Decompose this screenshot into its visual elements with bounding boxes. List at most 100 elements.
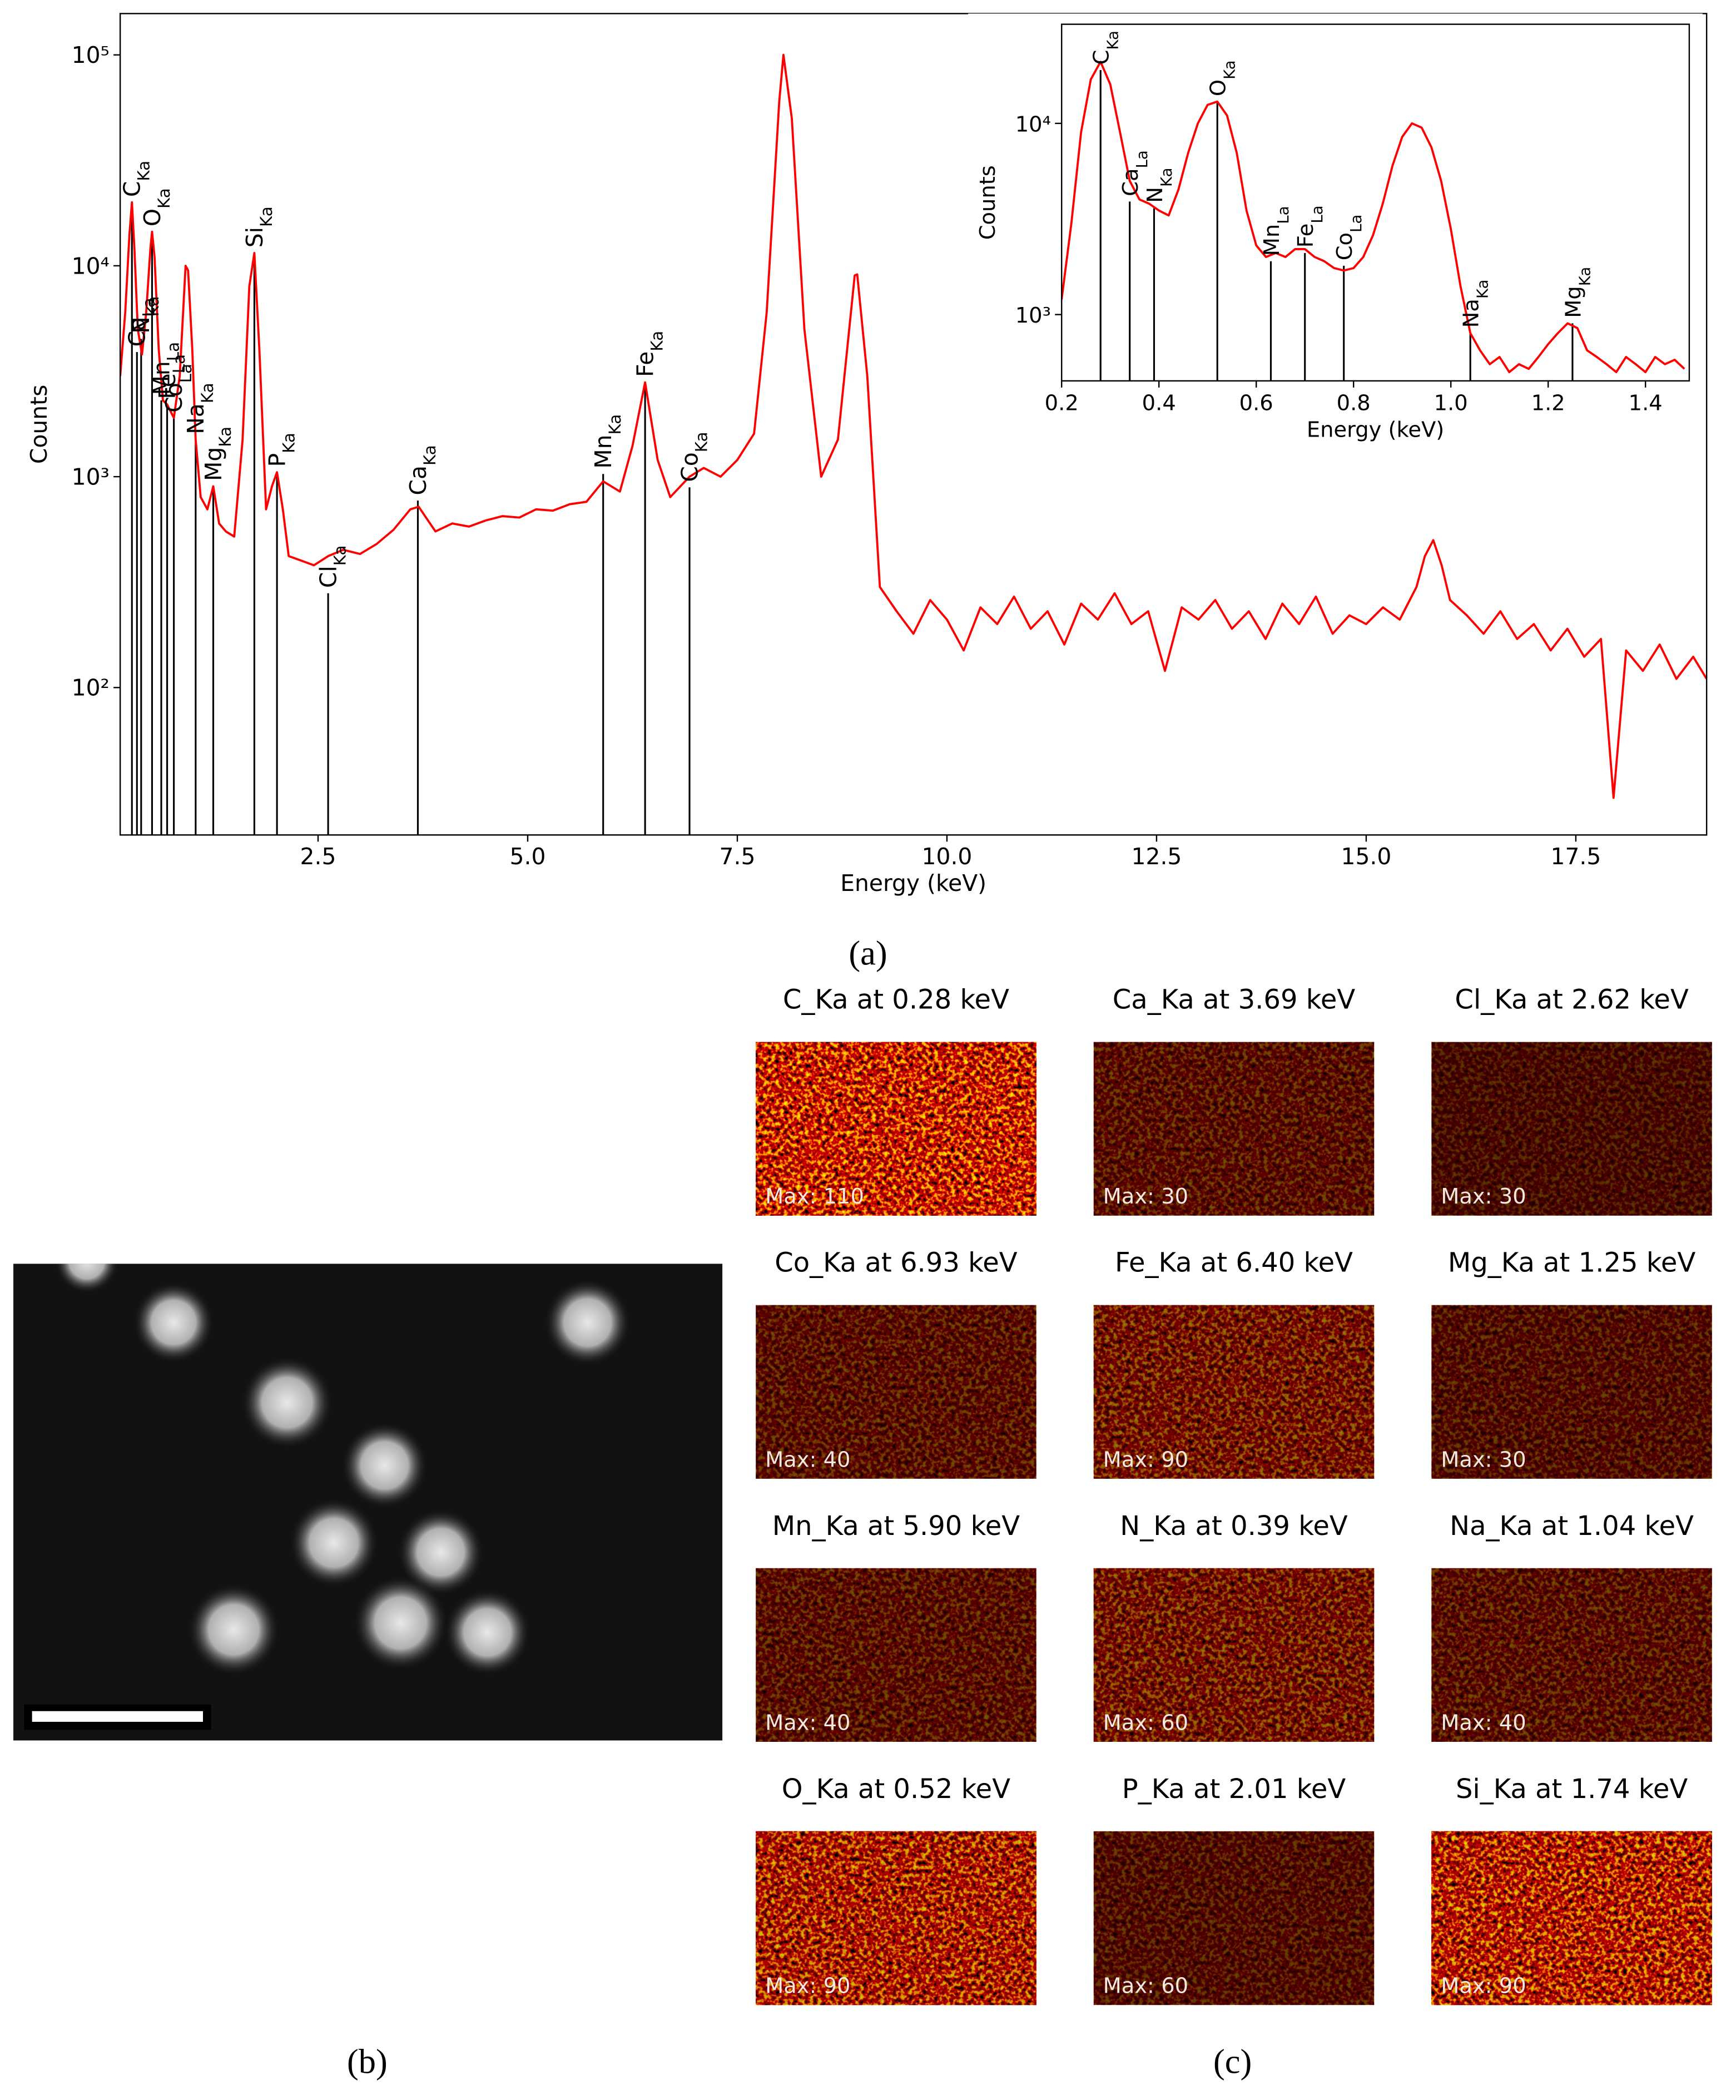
peak-label: MnLa bbox=[1259, 206, 1292, 256]
map-intensity bbox=[1431, 1305, 1712, 1479]
element-map: Mg_Ka at 1.25 keV Max: 30 bbox=[1431, 1247, 1712, 1479]
x-tick-label: 1.2 bbox=[1531, 391, 1565, 416]
map-title: N_Ka at 0.39 keV bbox=[1120, 1510, 1348, 1542]
map-intensity bbox=[756, 1568, 1036, 1742]
line-subscript: Ka bbox=[216, 427, 235, 447]
map-intensity bbox=[756, 1042, 1036, 1216]
y-tick-label: 10⁵ bbox=[72, 42, 110, 68]
line-subscript: La bbox=[1308, 205, 1326, 223]
particle-image bbox=[13, 1264, 723, 1741]
element-map: N_Ka at 0.39 keV Max: 60 bbox=[1093, 1510, 1375, 1742]
inset-background bbox=[968, 13, 1703, 453]
peak-label: OKa bbox=[139, 188, 173, 226]
element-symbol: Fe bbox=[1293, 224, 1318, 248]
x-tick-label: 5.0 bbox=[510, 843, 546, 870]
line-subscript: Ka bbox=[280, 433, 299, 453]
x-tick-label: 0.8 bbox=[1337, 391, 1371, 416]
element-symbol: Cl bbox=[315, 566, 342, 588]
peak-label: CoLa bbox=[161, 364, 195, 413]
map-max-label: Max: 40 bbox=[765, 1447, 850, 1472]
map-title: Cl_Ka at 2.62 keV bbox=[1455, 984, 1689, 1016]
peak-label: PKa bbox=[264, 433, 299, 467]
chart: CKaCaLaNKaOKaMnLaFeLaCoLaNaKaMgKaSiKaPKa… bbox=[26, 13, 1708, 897]
peak-label: FeKa bbox=[632, 331, 667, 377]
line-subscript: La bbox=[1347, 215, 1365, 232]
element-symbol: O bbox=[139, 209, 166, 226]
element-symbol: Mg bbox=[1561, 286, 1586, 318]
map-intensity bbox=[1431, 1042, 1712, 1216]
x-tick-label: 10.0 bbox=[922, 843, 973, 870]
map-max-label: Max: 90 bbox=[1441, 1973, 1526, 1998]
line-subscript: Ka bbox=[1575, 267, 1594, 286]
element-symbol: Fe bbox=[154, 373, 181, 399]
map-title: P_Ka at 2.01 keV bbox=[1122, 1774, 1346, 1805]
element-symbol: C bbox=[1089, 50, 1114, 65]
element-symbol: Ca bbox=[1118, 168, 1143, 196]
map-max-label: Max: 40 bbox=[765, 1710, 850, 1735]
element-symbol: N bbox=[1143, 187, 1168, 203]
y-axis-label: Counts bbox=[26, 385, 52, 464]
element-symbol: Na bbox=[1459, 299, 1484, 328]
map-intensity bbox=[1093, 1831, 1375, 2005]
element-symbol: N bbox=[128, 316, 155, 334]
peak-label: FeLa bbox=[154, 354, 189, 399]
x-tick-label: 7.5 bbox=[720, 843, 756, 870]
element-symbol: Na bbox=[182, 403, 209, 434]
spectrum-line bbox=[120, 53, 1707, 799]
y-tick-label: 10³ bbox=[72, 464, 110, 491]
map-max-label: Max: 90 bbox=[765, 1973, 850, 1998]
peak-label: NaKa bbox=[182, 383, 217, 434]
map-max-label: Max: 90 bbox=[1103, 1447, 1188, 1472]
map-title: Si_Ka at 1.74 keV bbox=[1456, 1774, 1688, 1805]
element-map: Cl_Ka at 2.62 keV Max: 30 bbox=[1431, 984, 1712, 1216]
element-symbol: Si bbox=[241, 227, 268, 247]
particle bbox=[398, 1509, 484, 1595]
map-max-label: Max: 40 bbox=[1441, 1710, 1526, 1735]
x-tick-label: 0.4 bbox=[1142, 391, 1176, 416]
element-map: Fe_Ka at 6.40 keV Max: 90 bbox=[1093, 1247, 1375, 1479]
line-subscript: Ka bbox=[155, 188, 173, 209]
map-title: Co_Ka at 6.93 keV bbox=[775, 1247, 1018, 1279]
map-intensity bbox=[1093, 1305, 1375, 1479]
line-subscript: Ka bbox=[1220, 60, 1238, 80]
line-subscript: La bbox=[1133, 150, 1151, 168]
particle bbox=[54, 1264, 119, 1294]
element-symbol: Ca bbox=[405, 465, 431, 496]
peak-label: CaLa bbox=[1118, 150, 1151, 196]
line-subscript: Ka bbox=[1103, 31, 1122, 50]
x-tick-label: 12.5 bbox=[1132, 843, 1182, 870]
peak-label: CaKa bbox=[405, 445, 439, 495]
line-subscript: Ka bbox=[1157, 167, 1175, 187]
map-max-label: Max: 30 bbox=[1441, 1184, 1526, 1209]
y-tick-label: 10⁴ bbox=[72, 252, 110, 279]
peak-label: NaKa bbox=[1459, 279, 1492, 328]
element-symbol: P bbox=[264, 453, 291, 467]
line-subscript: La bbox=[1273, 206, 1292, 224]
x-tick-label: 1.0 bbox=[1434, 391, 1468, 416]
x-tick-label: 17.5 bbox=[1550, 843, 1601, 870]
panel-label: (c) bbox=[1213, 2042, 1252, 2081]
x-axis-label: Energy (keV) bbox=[1307, 418, 1444, 443]
map-title: Mn_Ka at 5.90 keV bbox=[772, 1510, 1020, 1542]
particle bbox=[341, 1423, 428, 1508]
map-intensity bbox=[1431, 1831, 1712, 2005]
peak-label: CoLa bbox=[1332, 215, 1365, 261]
peak-label: CoKa bbox=[676, 432, 711, 482]
map-max-label: Max: 60 bbox=[1103, 1973, 1188, 1998]
peak-label: SiKa bbox=[241, 206, 276, 247]
element-symbol: Mn bbox=[1259, 224, 1284, 256]
element-map: Na_Ka at 1.04 keV Max: 40 bbox=[1431, 1510, 1712, 1742]
element-map: C_Ka at 0.28 keV Max: 110 bbox=[756, 984, 1036, 1216]
peak-label: CKa bbox=[1089, 31, 1122, 65]
panel-label: (b) bbox=[347, 2042, 388, 2081]
peak-label: NKa bbox=[128, 296, 162, 334]
line-subscript: Ka bbox=[143, 296, 162, 317]
peak-label: ClKa bbox=[315, 546, 350, 588]
panel-label: (a) bbox=[849, 933, 887, 972]
particle bbox=[188, 1584, 279, 1675]
map-title: Na_Ka at 1.04 keV bbox=[1450, 1510, 1694, 1542]
line-subscript: Ka bbox=[331, 546, 350, 566]
